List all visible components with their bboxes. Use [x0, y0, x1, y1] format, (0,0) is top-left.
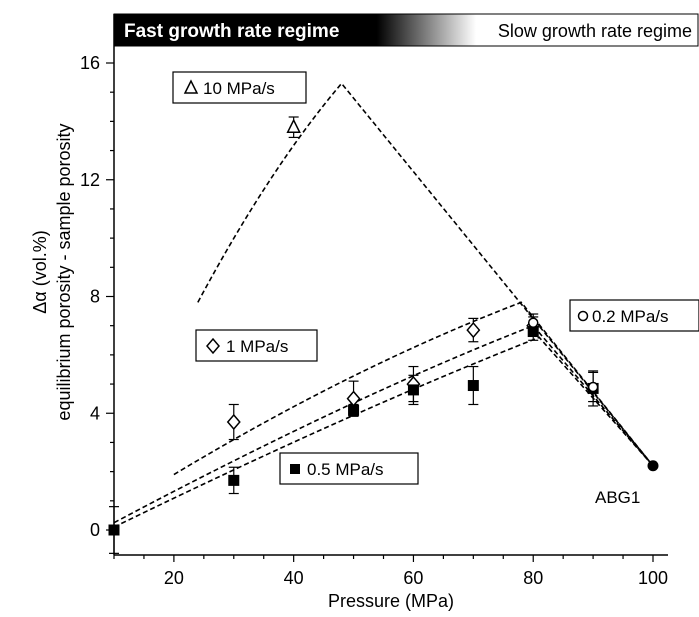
point-1mpa: [346, 390, 361, 407]
y-axis-title-line1: Δα (vol.%): [30, 230, 50, 313]
x-axis-title: Pressure (MPa): [328, 591, 454, 611]
y-ticks: 0 4 8 12 16: [80, 53, 114, 540]
point-1mpa: [466, 321, 481, 339]
y-tick-label: 12: [80, 170, 100, 190]
regime-banner-background: [113, 13, 699, 47]
x-ticks: 20 40 60 80 100: [113, 555, 668, 588]
y-tick-label: 4: [90, 403, 100, 423]
point-10mpa: [286, 118, 301, 133]
point-05mpa: [467, 380, 479, 392]
trend-line: [197, 82, 654, 467]
point-02mpa: [587, 381, 599, 393]
point-05mpa: [108, 524, 120, 536]
point-05mpa: [527, 326, 539, 338]
triangle-icon: [183, 79, 199, 94]
circle-icon: [577, 310, 589, 322]
y-tick-label: 0: [90, 520, 100, 540]
slow-regime-label: Slow growth rate regime: [498, 21, 692, 41]
legend-05mpa: 0.5 MPa/s: [279, 452, 419, 485]
point-abg1: [647, 460, 659, 472]
legend-1mpa-label: 1 MPa/s: [226, 337, 288, 356]
abg1-label: ABG1: [595, 488, 640, 507]
x-tick-label: 100: [638, 568, 668, 588]
square-icon: [290, 464, 300, 474]
point-1mpa: [226, 413, 241, 431]
regime-banner: Fast growth rate regime Slow growth rate…: [113, 13, 699, 47]
trend-line: [113, 336, 654, 528]
y-axis-title-line2: equilibrium porosity - sample porosity: [54, 123, 74, 420]
trend-lines: [113, 82, 654, 528]
point-05mpa: [348, 404, 360, 416]
y-tick-label: 8: [90, 287, 100, 307]
trend-line: [113, 324, 654, 524]
x-tick-label: 20: [164, 568, 184, 588]
legend-1mpa: 1 MPa/s: [195, 329, 318, 362]
legend-10mpa-label: 10 MPa/s: [203, 79, 275, 98]
y-tick-label: 16: [80, 53, 100, 73]
data-markers: [108, 118, 659, 536]
legend-02mpa-label: 0.2 MPa/s: [592, 307, 669, 326]
legend-02mpa: 0.2 MPa/s: [569, 299, 699, 332]
x-tick-label: 40: [284, 568, 304, 588]
trend-line: [173, 301, 654, 476]
axes: [113, 14, 668, 556]
legend-05mpa-label: 0.5 MPa/s: [307, 460, 384, 479]
point-05mpa: [407, 384, 419, 396]
x-tick-label: 80: [523, 568, 543, 588]
x-tick-label: 60: [403, 568, 423, 588]
legend-10mpa: 10 MPa/s: [172, 71, 307, 104]
fast-regime-label: Fast growth rate regime: [124, 21, 339, 42]
diamond-icon: [206, 337, 220, 355]
legend-05mpa-box: [279, 452, 419, 485]
legend-10mpa-box: [172, 71, 307, 104]
point-05mpa: [228, 474, 240, 486]
legend-02mpa-box: [569, 299, 699, 332]
point-02mpa: [527, 317, 539, 329]
